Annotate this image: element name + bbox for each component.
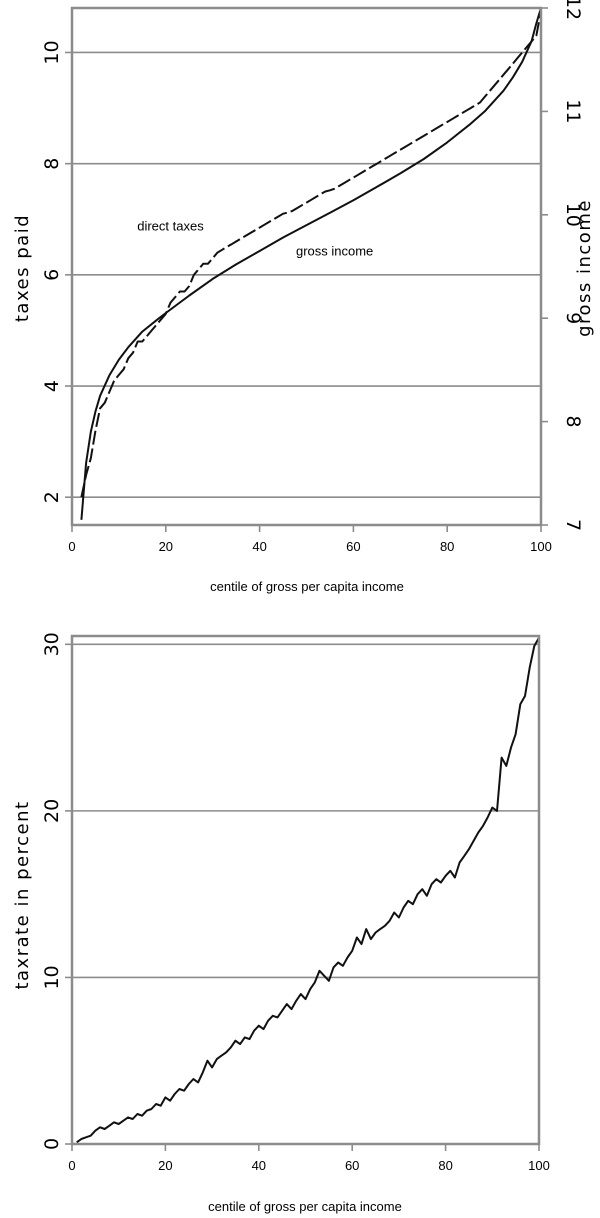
x-tick-label-60: 60 <box>346 539 360 554</box>
x-tick-label-100: 100 <box>530 539 552 554</box>
x-tick-label-40: 40 <box>252 539 266 554</box>
y-axis-title-left: taxes paid <box>12 214 33 322</box>
x-tick-label-0: 0 <box>68 539 75 554</box>
x-tick-label-80: 80 <box>440 539 454 554</box>
y-tick-label-10: 10 <box>41 965 63 989</box>
x-tick-label-60: 60 <box>345 1158 359 1173</box>
x-tick-label-20: 20 <box>158 1158 172 1173</box>
y-axis-title: taxrate in percent <box>12 800 33 989</box>
y-right-tick-label-9: 9 <box>562 312 584 324</box>
ticks: 0 20 40 60 80 100 2 4 6 8 10 7 8 9 10 11 12 <box>41 0 584 554</box>
y-tick-label-0: 0 <box>41 1138 63 1150</box>
x-tick-label-40: 40 <box>252 1158 266 1173</box>
x-tick-label-100: 100 <box>528 1158 550 1173</box>
y-tick-label-30: 30 <box>41 632 63 656</box>
plot-frame <box>70 6 543 527</box>
series-group <box>76 637 540 1144</box>
y-tick-label-20: 20 <box>41 799 63 823</box>
y-right-tick-label-11: 11 <box>562 99 584 123</box>
grid-lines <box>72 51 541 499</box>
series-line-gross-income <box>80 7 542 520</box>
y-right-tick-label-8: 8 <box>562 416 584 428</box>
chart-taxes-income: 0 20 40 60 80 100 2 4 6 8 10 7 8 9 10 11 12 taxes paid g… <box>12 0 595 594</box>
y-axis-title-right: gross income <box>574 199 595 337</box>
series-line-0 <box>76 637 540 1144</box>
chart-taxrate: 0 20 40 60 80 100 0 10 20 30 taxrate in percent c… <box>12 632 550 1214</box>
series-line-direct-taxes <box>80 10 542 498</box>
series-group <box>80 7 542 520</box>
ticks: 0 20 40 60 80 100 0 10 20 30 <box>41 632 550 1173</box>
y-tick-label-10: 10 <box>41 40 63 64</box>
x-tick-label-20: 20 <box>159 539 173 554</box>
grid-lines <box>72 643 539 1145</box>
y-tick-label-2: 2 <box>41 491 63 503</box>
x-axis-title: centile of gross per capita income <box>208 1199 402 1214</box>
y-tick-label-8: 8 <box>41 158 63 170</box>
annotation-gross-income: gross income <box>296 243 373 258</box>
y-tick-label-6: 6 <box>41 269 63 281</box>
annotation-direct-taxes: direct taxes <box>137 218 204 233</box>
x-tick-label-0: 0 <box>68 1158 75 1173</box>
x-tick-label-80: 80 <box>438 1158 452 1173</box>
x-axis-title: centile of gross per capita income <box>210 579 404 594</box>
plot-frame <box>70 634 541 1146</box>
y-right-tick-label-12: 12 <box>562 0 584 20</box>
y-right-tick-label-10: 10 <box>562 203 584 227</box>
y-tick-label-4: 4 <box>41 380 63 392</box>
y-right-tick-label-7: 7 <box>562 519 584 531</box>
